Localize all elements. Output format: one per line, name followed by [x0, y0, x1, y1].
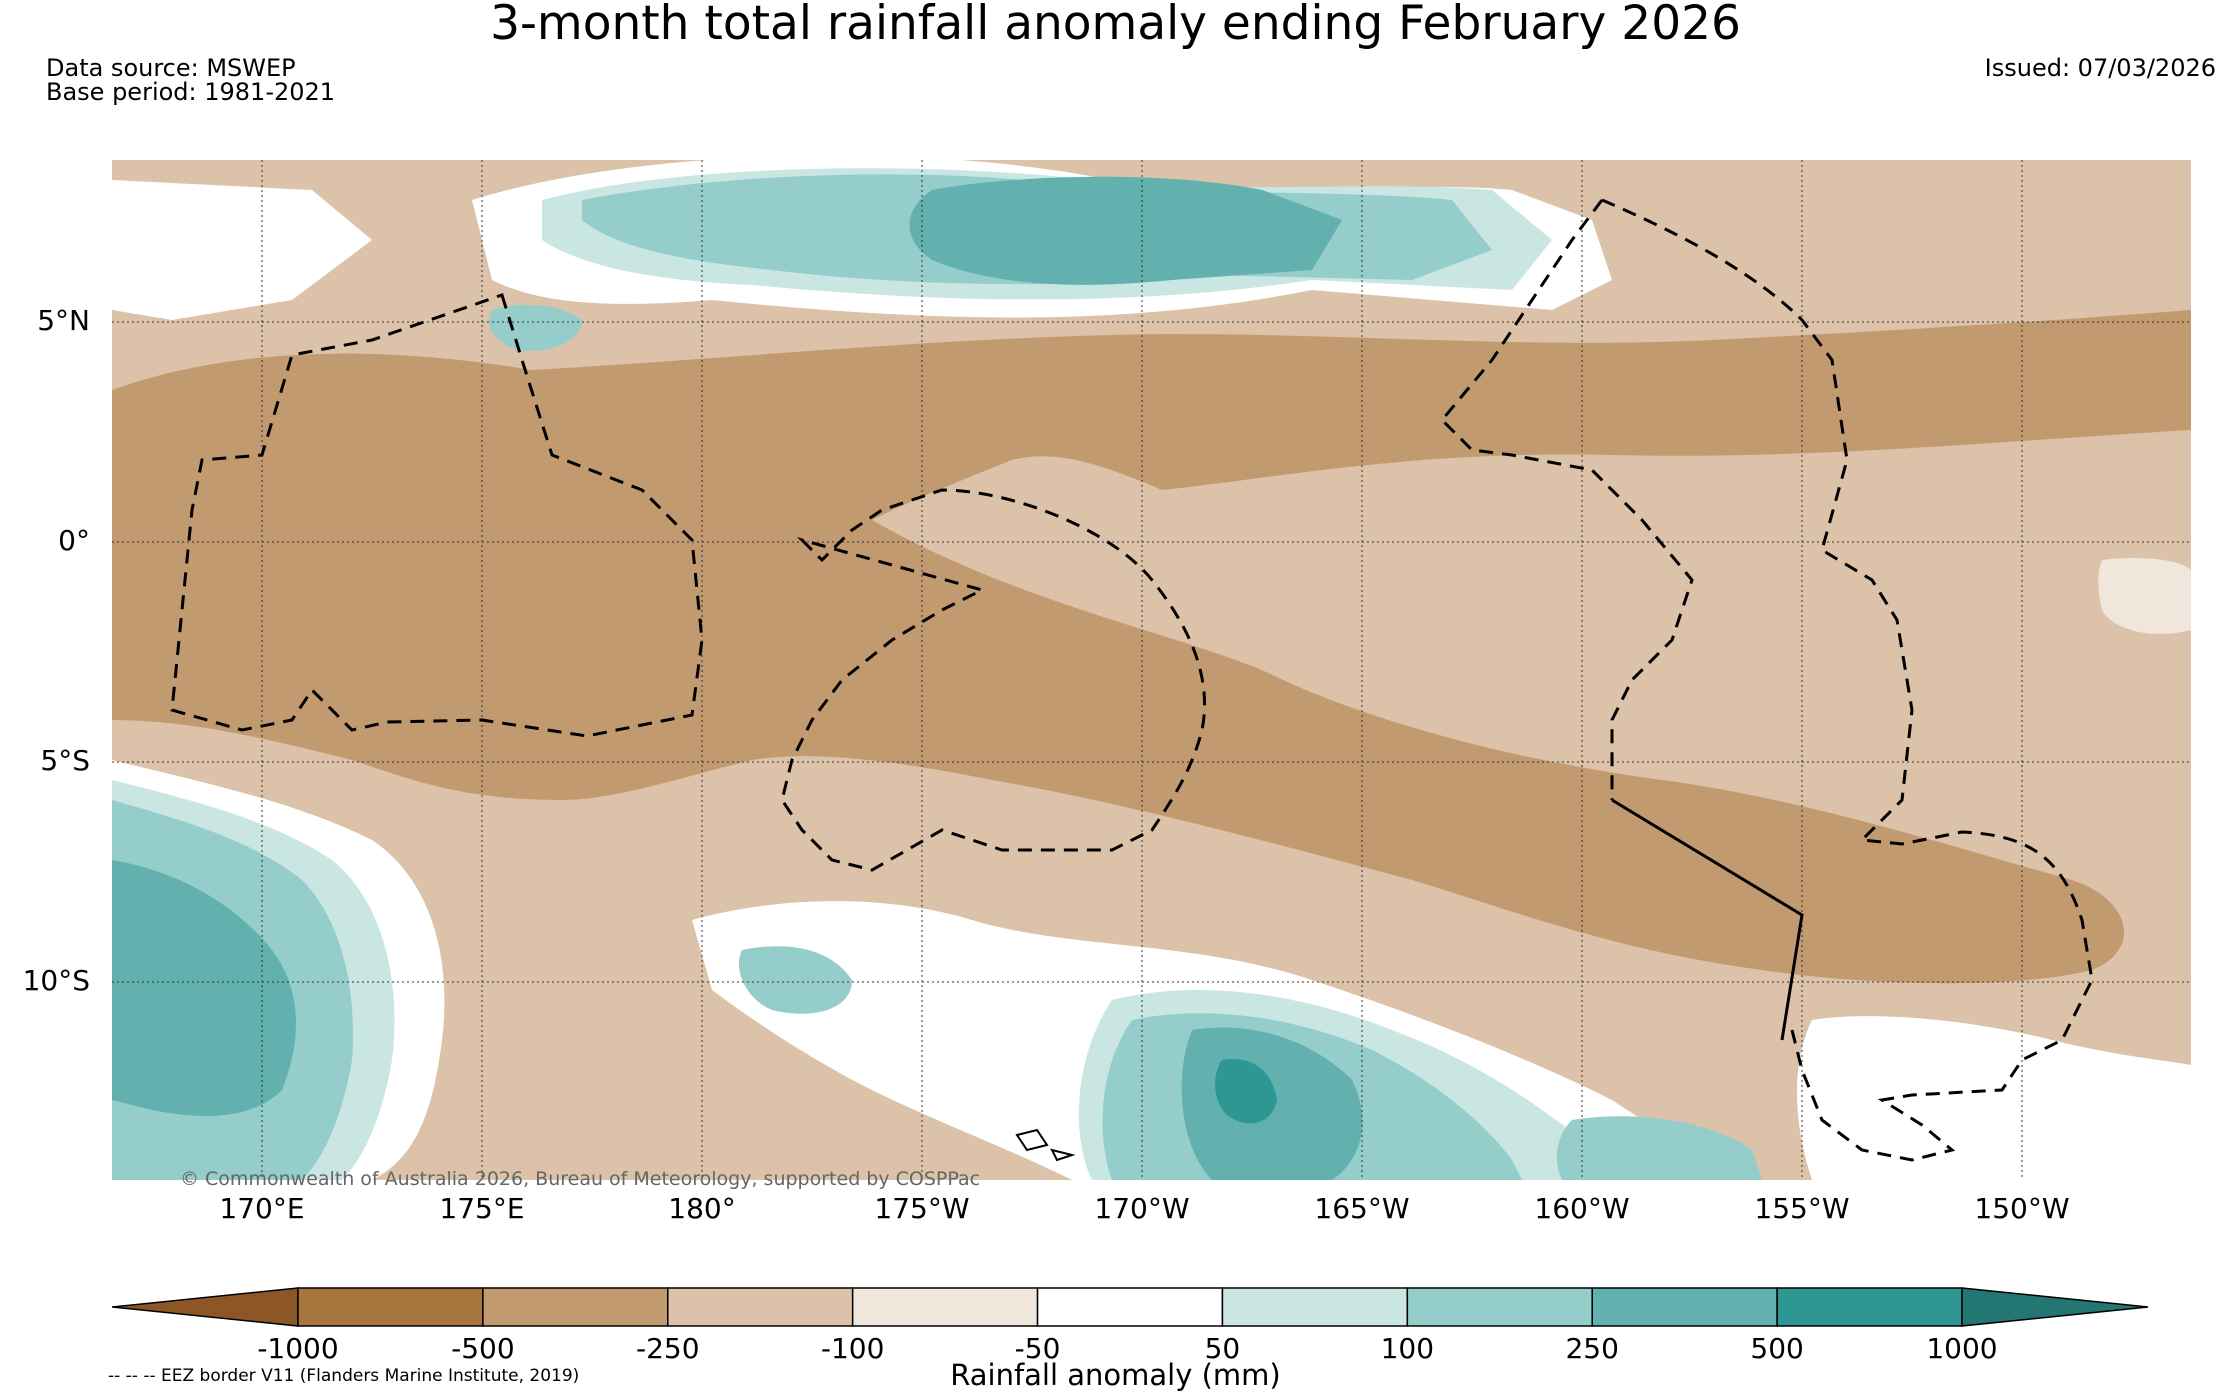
lon-label-150w: 150°W	[1974, 1192, 2070, 1225]
lon-label-175e: 175°E	[439, 1192, 525, 1225]
colorbar-swatch	[1406, 1287, 1593, 1327]
colorbar-swatch	[1036, 1287, 1224, 1327]
colorbar-swatch	[482, 1287, 669, 1327]
colorbar	[111, 1287, 2149, 1327]
colorbar-swatch	[1221, 1287, 1409, 1327]
south-central-teal-core	[1215, 1059, 1277, 1124]
north-teal-small	[489, 304, 582, 351]
south-west-teal-dark	[112, 860, 296, 1116]
colorbar-swatch	[1591, 1287, 1778, 1327]
island-outline	[1015, 1128, 1076, 1162]
south-east-teal-patch	[1556, 1116, 1762, 1180]
lon-label-165w: 165°W	[1314, 1192, 1410, 1225]
colorbar-tick-label: 1000	[1926, 1332, 1998, 1365]
colorbar-tick-label: 250	[1565, 1332, 1619, 1365]
colorbar-swatches	[111, 1287, 2149, 1327]
dry-band-main	[112, 450, 2125, 984]
base-period-label: Base period: 1981-2021	[46, 78, 336, 106]
eez-solid-boundary	[1611, 798, 1804, 1041]
graticule	[112, 160, 2191, 1180]
colorbar-tick-label: -250	[635, 1332, 700, 1365]
colorbar-tick-label: 100	[1380, 1332, 1435, 1365]
colorbar-tick-label: -50	[1014, 1332, 1061, 1365]
colorbar-tick-label: -500	[451, 1332, 515, 1365]
dry-band-north	[112, 310, 2191, 520]
lon-label-160w: 160°W	[1534, 1192, 1630, 1225]
eez-borders	[170, 198, 2094, 1162]
colorbar-swatch	[297, 1287, 484, 1327]
colorbar-arrow-low	[111, 1287, 299, 1327]
colorbar-swatch	[851, 1287, 1039, 1327]
north-west-white	[112, 180, 372, 320]
lat-label-0: 0°	[58, 524, 90, 557]
lon-label-175w: 175°W	[874, 1192, 970, 1225]
colorbar-swatch	[667, 1287, 854, 1327]
colorbar-tick-label: 50	[1204, 1332, 1241, 1365]
copyright-notice: © Commonwealth of Australia 2026, Bureau…	[180, 1168, 981, 1190]
lon-label-170e: 170°E	[219, 1192, 305, 1225]
colorbar-tick-label: -100	[820, 1332, 885, 1365]
lon-label-180: 180°	[668, 1192, 736, 1225]
eez-legend-note: -- -- -- EEZ border V11 (Flanders Marine…	[108, 1366, 580, 1386]
north-teal-dark	[909, 176, 1342, 285]
lat-label-10s: 10°S	[22, 964, 90, 997]
colorbar-swatch	[1776, 1287, 1963, 1327]
colorbar-arrow-high	[1961, 1287, 2149, 1327]
south-east-white-patch	[1797, 1016, 2191, 1180]
east-small-white	[2098, 558, 2191, 634]
south-mid-teal-patch	[738, 946, 852, 1014]
lat-label-5s: 5°S	[40, 744, 90, 777]
colorbar-tick-label: 500	[1750, 1332, 1804, 1365]
rainfall-anomaly-map	[112, 160, 2191, 1180]
lon-label-155w: 155°W	[1754, 1192, 1850, 1225]
map-title: 3-month total rainfall anomaly ending Fe…	[490, 0, 1741, 51]
lat-label-5n: 5°N	[37, 304, 90, 337]
issued-date-label: Issued: 07/03/2026	[1984, 54, 2216, 82]
colorbar-tick-label: -1000	[257, 1332, 339, 1365]
data-source-label: Data source: MSWEP	[46, 54, 296, 82]
lon-label-170w: 170°W	[1094, 1192, 1190, 1225]
